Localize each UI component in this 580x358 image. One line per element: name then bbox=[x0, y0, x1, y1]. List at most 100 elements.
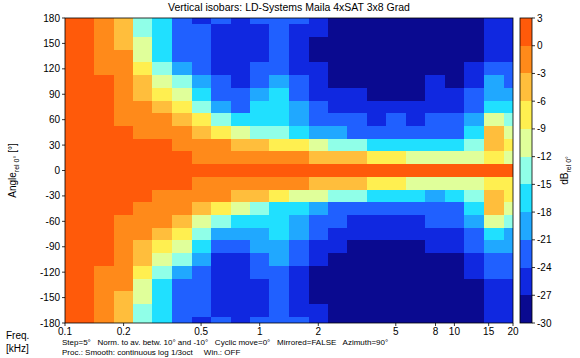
cell bbox=[445, 190, 464, 203]
cell bbox=[250, 177, 269, 190]
cell bbox=[211, 177, 231, 190]
cell bbox=[94, 266, 114, 279]
cell bbox=[192, 279, 212, 292]
colorbar-step bbox=[520, 184, 532, 212]
cell bbox=[504, 240, 513, 253]
cell bbox=[289, 177, 309, 190]
cell bbox=[250, 101, 269, 114]
cell bbox=[152, 164, 172, 177]
cell bbox=[172, 75, 192, 88]
y-tick-label: 150 bbox=[43, 38, 60, 49]
cell bbox=[65, 215, 75, 228]
cell bbox=[250, 18, 269, 25]
cell bbox=[114, 151, 133, 164]
cell bbox=[464, 164, 484, 177]
cell bbox=[211, 37, 231, 50]
y-tick-label: -180 bbox=[40, 318, 60, 329]
colorbar-tick-label: -21 bbox=[537, 234, 552, 245]
x-tick-label: 0.5 bbox=[194, 326, 208, 337]
cell bbox=[269, 228, 289, 241]
cell bbox=[386, 240, 406, 253]
cell bbox=[192, 139, 212, 152]
cell bbox=[484, 75, 504, 88]
cell bbox=[445, 62, 464, 75]
cell bbox=[406, 253, 426, 266]
cell bbox=[133, 215, 153, 228]
cell bbox=[425, 88, 445, 101]
cell bbox=[192, 18, 212, 25]
cell bbox=[445, 240, 464, 253]
cell bbox=[211, 151, 231, 164]
cell bbox=[211, 88, 231, 101]
cell bbox=[192, 190, 212, 203]
cell bbox=[484, 177, 504, 190]
cell bbox=[192, 101, 212, 114]
cell bbox=[347, 62, 367, 75]
cell bbox=[484, 202, 504, 215]
cell bbox=[172, 253, 192, 266]
cell bbox=[231, 24, 251, 37]
cell bbox=[114, 279, 133, 292]
cell bbox=[309, 164, 328, 177]
cell bbox=[289, 50, 309, 63]
cell bbox=[464, 113, 484, 126]
cell bbox=[289, 164, 309, 177]
cell bbox=[445, 37, 464, 50]
y-tick-label: 120 bbox=[43, 63, 60, 74]
cell bbox=[309, 253, 328, 266]
cell bbox=[445, 126, 464, 139]
x-tick-label: 0.1 bbox=[58, 326, 72, 337]
cell bbox=[74, 240, 94, 253]
cell bbox=[445, 18, 464, 25]
cell bbox=[65, 279, 75, 292]
cell bbox=[133, 317, 153, 323]
cell bbox=[328, 126, 348, 139]
y-label-main: Angle bbox=[7, 172, 18, 198]
cell bbox=[172, 279, 192, 292]
cell bbox=[231, 304, 251, 317]
cell bbox=[464, 75, 484, 88]
cell bbox=[504, 101, 513, 114]
cell bbox=[504, 304, 513, 317]
cell bbox=[289, 317, 309, 323]
cell bbox=[328, 113, 348, 126]
colorbar-step bbox=[520, 157, 532, 185]
cell bbox=[231, 164, 251, 177]
cell bbox=[464, 18, 484, 25]
cell bbox=[445, 266, 464, 279]
cell bbox=[74, 202, 94, 215]
cell bbox=[386, 266, 406, 279]
colorbar-tick bbox=[532, 184, 535, 185]
cell bbox=[484, 253, 504, 266]
cell bbox=[269, 139, 289, 152]
cell bbox=[192, 75, 212, 88]
cell bbox=[65, 202, 75, 215]
cell bbox=[231, 139, 251, 152]
x-tick-label: 15 bbox=[483, 326, 495, 337]
cell bbox=[425, 291, 445, 304]
cell bbox=[231, 228, 251, 241]
cell bbox=[386, 62, 406, 75]
cell bbox=[309, 62, 328, 75]
cell bbox=[133, 240, 153, 253]
cell bbox=[445, 24, 464, 37]
cell bbox=[269, 266, 289, 279]
cell bbox=[250, 266, 269, 279]
colorbar-tick-label: 3 bbox=[537, 13, 543, 24]
cell bbox=[504, 202, 513, 215]
cell bbox=[309, 228, 328, 241]
cell bbox=[406, 151, 426, 164]
y-tick-label: 180 bbox=[43, 13, 60, 24]
cell bbox=[133, 24, 153, 37]
cell bbox=[367, 317, 387, 323]
x-tick-label: 5 bbox=[393, 326, 399, 337]
cell bbox=[94, 126, 114, 139]
cell bbox=[484, 151, 504, 164]
cell bbox=[484, 37, 504, 50]
cell bbox=[386, 151, 406, 164]
colorbar: 30-3-6-9-12-15-18-21-24-27-30dBrel 0° bbox=[520, 13, 572, 329]
cell bbox=[328, 24, 348, 37]
cell bbox=[484, 291, 504, 304]
cell bbox=[425, 215, 445, 228]
cell bbox=[445, 101, 464, 114]
